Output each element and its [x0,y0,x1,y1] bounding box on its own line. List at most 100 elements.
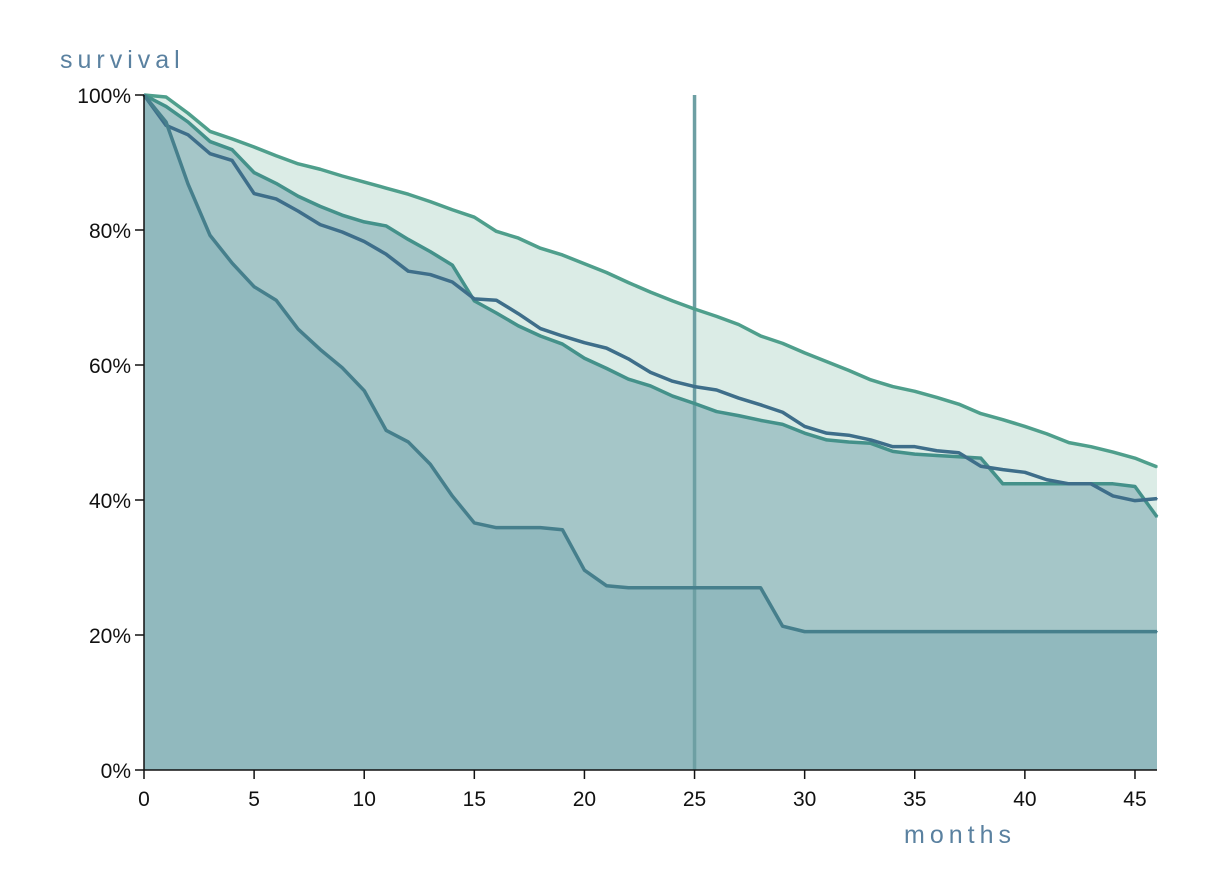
series-3-point [341,231,343,233]
series-4-point [980,630,982,633]
series-2-point [385,225,388,227]
series-2-point [1024,483,1026,485]
series-2-point [1046,483,1048,485]
series-1-point [297,163,299,165]
series-1-point [737,323,740,326]
series-3-point [429,273,432,276]
series-2-point [209,140,211,143]
series-1-point [847,369,850,372]
series-4-point [891,630,894,633]
series-4-point [803,630,806,633]
y-tick-label: 60% [89,355,131,378]
series-1-point [980,412,982,415]
series-3-point [1090,483,1092,485]
series-4-point [605,584,608,587]
series-4-point [1024,630,1026,633]
series-4-point [319,348,321,351]
x-tick-label: 45 [1123,788,1146,811]
series-4-point [1134,630,1136,633]
series-2-point [891,450,894,453]
series-2-point [275,182,277,185]
series-3-point [231,159,233,162]
series-1-point [605,271,608,274]
series-3-point [1024,471,1026,474]
series-3-point [209,152,211,155]
series-2-point [649,385,652,387]
series-2-point [737,414,740,417]
series-1-point [627,281,630,284]
series-2-point [958,456,960,458]
series-1-point [1112,451,1114,453]
series-2-point [913,453,916,455]
series-1-point [209,130,211,133]
series-3-point [869,439,872,441]
series-4-point [935,630,938,633]
series-2-point [341,214,343,216]
series-2-point [869,442,872,445]
series-1-point [649,291,652,293]
series-3-point [605,347,608,349]
series-2-point [407,238,410,241]
series-1-point [275,154,277,157]
series-4-point [847,630,850,633]
series-3-point [825,432,828,434]
series-4-point [539,526,542,529]
series-4-point [671,586,674,589]
series-3-point [517,312,520,315]
y-tick-label: 80% [89,220,131,243]
series-3-point [715,389,718,391]
x-tick-label: 0 [138,788,150,811]
series-3-point [363,240,366,243]
series-1-point [341,175,343,177]
series-4-point [341,366,343,369]
series-3-point [1046,478,1048,481]
series-2-point [253,171,255,174]
series-3-point [407,270,410,272]
series-4-point [649,586,652,589]
x-tick-label: 40 [1013,788,1036,811]
series-3-point [385,253,388,256]
axes: 0% 20% 40% 60% 80% 100% 0 5 10 15 20 25 30 35 40 45 [77,85,1157,811]
series-4-point [1156,630,1158,633]
series-2-point [693,402,696,405]
series-1-point [495,230,498,233]
series-1-point [231,138,233,140]
series-2-point [583,357,586,360]
series-3-point [495,299,498,302]
series-3-point [781,411,784,414]
series-2-point [517,325,520,327]
series-2-point [1156,516,1158,518]
series-2-point [231,148,233,151]
series-1-point [671,300,674,302]
series-4-point [187,183,189,185]
series-4-point [913,630,916,633]
series-4-point [231,262,233,264]
series-3-point [693,385,696,388]
series-1-point [429,200,432,203]
series-4-area [144,95,1157,770]
series-4-point [209,234,211,237]
series-3-point [561,335,564,337]
series-4-point [297,328,299,331]
series-2-point [539,335,542,337]
series-2-point [980,457,982,459]
series-4-point [1002,630,1004,633]
series-3-point [891,445,894,448]
series-4-point [275,299,277,302]
series-4-point [363,389,366,392]
series-4-point [693,586,696,589]
series-4-point [1090,630,1092,633]
series-1-point [1024,425,1026,428]
series-2-point [363,221,366,223]
series-3-point [1134,499,1136,502]
series-1-point [1090,445,1092,448]
x-tick-label: 35 [903,788,926,811]
series-4-point [451,495,454,497]
series-1-point [473,216,476,218]
series-1-point [891,385,894,388]
series-3-point [980,465,982,468]
series-4-point [737,586,740,589]
x-tick-label: 20 [573,788,596,811]
series-4-point [825,630,828,633]
